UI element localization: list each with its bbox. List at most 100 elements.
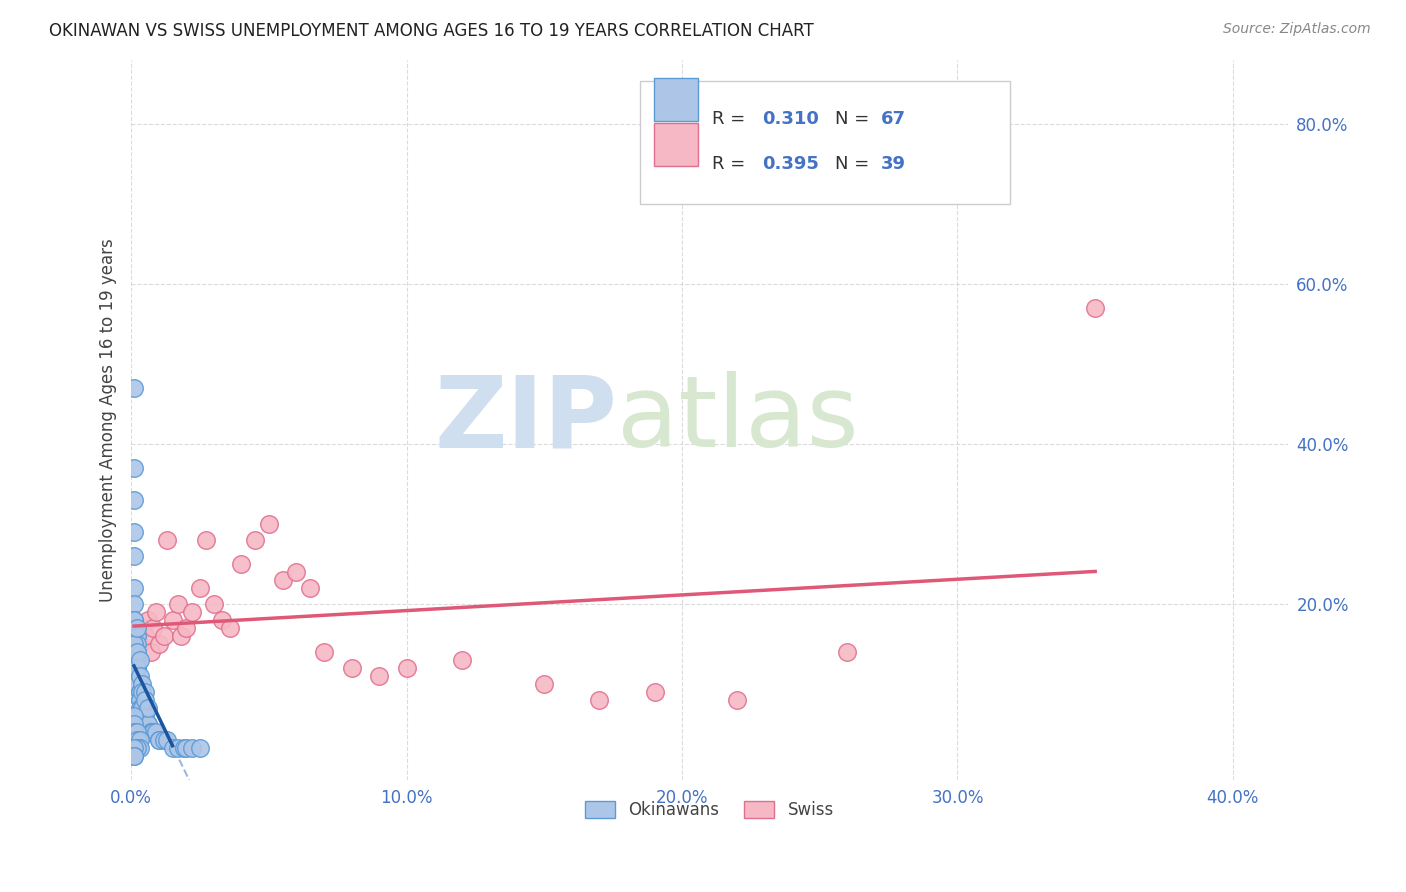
Text: Source: ZipAtlas.com: Source: ZipAtlas.com xyxy=(1223,22,1371,37)
Point xyxy=(122,749,145,764)
Text: 67: 67 xyxy=(880,110,905,128)
Point xyxy=(176,741,198,756)
Point xyxy=(173,741,195,756)
Point xyxy=(450,653,472,667)
Point xyxy=(134,629,156,643)
Point xyxy=(122,717,145,731)
Point xyxy=(122,493,145,508)
Text: OKINAWAN VS SWISS UNEMPLOYMENT AMONG AGES 16 TO 19 YEARS CORRELATION CHART: OKINAWAN VS SWISS UNEMPLOYMENT AMONG AGE… xyxy=(49,22,814,40)
Point xyxy=(145,605,167,619)
Point xyxy=(131,701,153,715)
Text: 39: 39 xyxy=(880,155,905,173)
Point xyxy=(122,549,145,563)
Text: atlas: atlas xyxy=(617,371,859,468)
Point xyxy=(153,733,176,747)
Point xyxy=(725,693,748,707)
Point xyxy=(139,725,162,739)
Point xyxy=(125,741,148,756)
Point xyxy=(122,613,145,627)
Point xyxy=(122,749,145,764)
Point xyxy=(122,725,145,739)
Point xyxy=(122,741,145,756)
Point xyxy=(122,381,145,395)
Point xyxy=(131,709,153,723)
Point xyxy=(128,693,150,707)
Bar xyxy=(654,123,697,166)
Point xyxy=(128,637,150,651)
Point xyxy=(167,741,190,756)
Point xyxy=(122,613,145,627)
Point xyxy=(188,741,211,756)
Point xyxy=(125,621,148,635)
Point xyxy=(134,709,156,723)
Point xyxy=(128,685,150,699)
Legend: Okinawans, Swiss: Okinawans, Swiss xyxy=(578,795,841,826)
Point xyxy=(134,685,156,699)
Point xyxy=(122,524,145,539)
Text: R =: R = xyxy=(711,155,751,173)
Point xyxy=(202,597,225,611)
Point xyxy=(312,645,335,659)
Text: R =: R = xyxy=(711,110,751,128)
Text: 0.395: 0.395 xyxy=(762,155,818,173)
Point xyxy=(131,621,153,635)
Point xyxy=(156,733,179,747)
Point xyxy=(128,701,150,715)
Bar xyxy=(654,78,697,120)
Point xyxy=(125,677,148,691)
Point xyxy=(131,685,153,699)
Point xyxy=(122,461,145,475)
Point xyxy=(145,725,167,739)
Point xyxy=(125,661,148,675)
Point xyxy=(142,621,165,635)
Point xyxy=(167,597,190,611)
Point xyxy=(125,669,148,683)
Point xyxy=(125,661,148,675)
Point xyxy=(257,517,280,532)
Point xyxy=(136,717,159,731)
Point xyxy=(122,733,145,747)
Point xyxy=(180,605,202,619)
Point xyxy=(271,573,294,587)
Point xyxy=(194,533,217,547)
Point xyxy=(125,637,148,651)
Point xyxy=(139,725,162,739)
Point xyxy=(125,733,148,747)
Point xyxy=(136,701,159,715)
Point xyxy=(122,637,145,651)
Point xyxy=(134,717,156,731)
Point xyxy=(125,629,148,643)
Point xyxy=(128,733,150,747)
Point xyxy=(285,565,308,579)
Point xyxy=(219,621,242,635)
Point xyxy=(533,677,555,691)
Point xyxy=(128,685,150,699)
Point xyxy=(211,613,233,627)
Point xyxy=(243,533,266,547)
Point xyxy=(170,629,193,643)
Point xyxy=(136,717,159,731)
Point xyxy=(131,677,153,691)
Point xyxy=(125,629,148,643)
Point xyxy=(837,645,859,659)
Text: 0.310: 0.310 xyxy=(762,110,818,128)
Point xyxy=(136,613,159,627)
Point xyxy=(128,669,150,683)
Point xyxy=(122,597,145,611)
Point xyxy=(180,741,202,756)
Point xyxy=(131,701,153,715)
Point xyxy=(148,733,170,747)
Point xyxy=(588,693,610,707)
Point xyxy=(368,669,391,683)
Point xyxy=(395,661,418,675)
Point xyxy=(122,581,145,595)
Point xyxy=(148,637,170,651)
Point xyxy=(134,717,156,731)
Point xyxy=(122,709,145,723)
Point xyxy=(131,709,153,723)
Point xyxy=(148,733,170,747)
Point xyxy=(125,653,148,667)
Point xyxy=(125,645,148,659)
Point xyxy=(340,661,363,675)
Point xyxy=(125,645,148,659)
